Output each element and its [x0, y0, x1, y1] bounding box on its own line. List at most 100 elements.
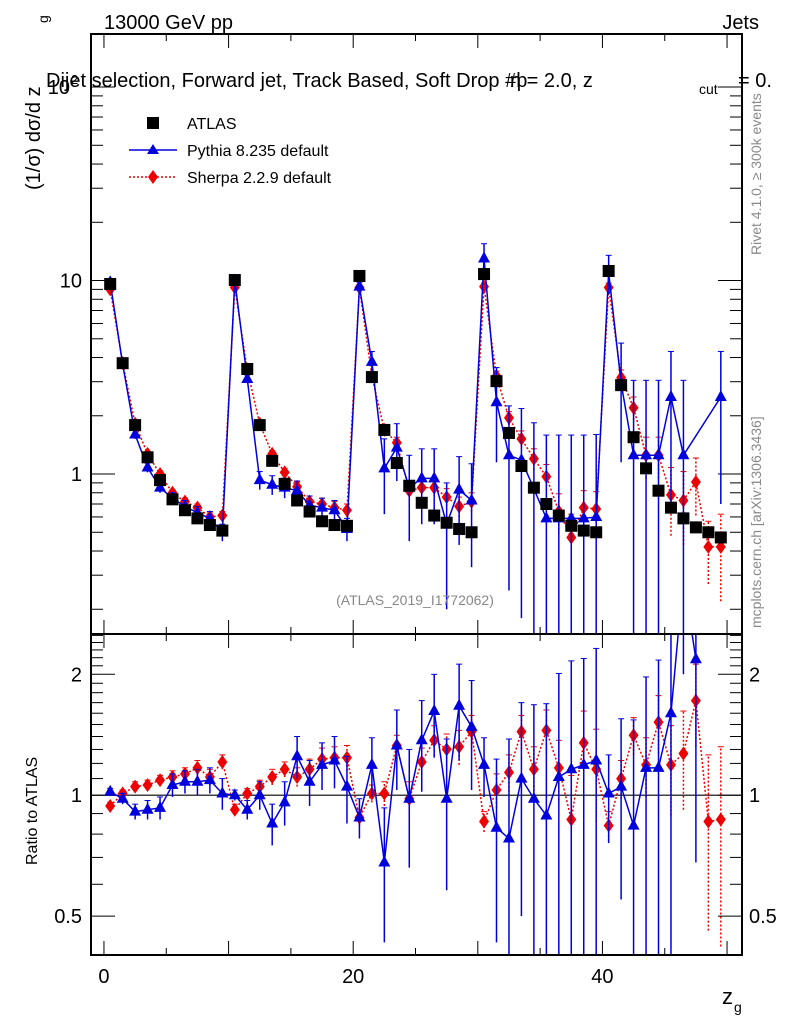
pythia-ratio-point	[278, 795, 291, 807]
pythia-point	[677, 448, 690, 460]
pythia-ratio-point	[415, 733, 428, 745]
atlas-point	[552, 509, 565, 522]
main-ytick-exponent: 2	[71, 72, 78, 87]
atlas-point	[664, 501, 677, 514]
legend: ATLAS Pythia 8.235 default Sherpa 2.2.9 …	[129, 116, 332, 187]
pythia-ratio-point	[627, 818, 640, 830]
pythia-ratio-point	[577, 757, 590, 769]
atlas-point	[316, 515, 329, 528]
xtick-label: 40	[591, 966, 613, 988]
atlas-point	[702, 526, 715, 539]
sherpa-ratio-point	[715, 812, 726, 827]
legend-atlas-marker	[147, 117, 159, 129]
pythia-point	[540, 511, 553, 523]
pythia-ratio-point	[640, 760, 653, 772]
ratio-ylabel: Ratio to ATLAS	[24, 757, 41, 865]
sherpa-point	[279, 465, 290, 480]
pythia-ratio-point	[228, 788, 241, 800]
pythia-ratio-point	[478, 757, 491, 769]
main-plot-area	[104, 243, 727, 633]
pythia-ratio-series	[104, 635, 702, 954]
header-right: Jets	[722, 12, 759, 34]
pythia-ratio-point	[340, 779, 353, 791]
pythia-point	[415, 471, 428, 483]
atlas-point	[478, 268, 491, 281]
pythia-point	[266, 477, 279, 489]
sherpa-ratio-line	[109, 700, 721, 826]
sherpa-ratio-point	[217, 754, 228, 769]
atlas-point	[241, 362, 254, 375]
atlas-point	[129, 419, 142, 432]
pythia-ratio-point	[502, 831, 515, 843]
sherpa-point	[690, 474, 701, 489]
pythia-ratio-point	[216, 786, 229, 798]
pythia-point	[291, 483, 304, 495]
ratio-ytick-label-right: 0.5	[749, 906, 777, 928]
atlas-point	[689, 521, 702, 534]
atlas-point	[502, 426, 515, 439]
atlas-point	[104, 277, 117, 290]
pythia-ratio-point	[116, 791, 129, 803]
atlas-point	[403, 479, 416, 492]
pythia-point	[490, 395, 503, 407]
sherpa-line	[109, 286, 721, 548]
pythia-point	[253, 473, 266, 485]
atlas-point	[278, 477, 291, 490]
pythia-point	[241, 371, 254, 383]
xlabel-sub: g	[734, 999, 742, 1015]
atlas-point	[714, 531, 727, 544]
pythia-ratio-point	[565, 762, 578, 774]
pythia-point	[353, 279, 366, 291]
ratio-ytick-label-right: 1	[749, 785, 760, 807]
pythia-point	[502, 448, 515, 460]
pythia-point	[154, 480, 167, 492]
plot-title: Dijet selection, Forward jet, Track Base…	[46, 70, 772, 97]
pythia-ratio-point	[615, 779, 628, 791]
pythia-ratio-point	[664, 706, 677, 718]
main-ytick-label: 10	[48, 77, 70, 99]
pythia-ratio-point	[241, 802, 254, 814]
sherpa-ratio-point	[379, 786, 390, 801]
sherpa-ratio-point	[242, 786, 253, 801]
pythia-ratio-point	[365, 757, 378, 769]
pythia-point	[478, 251, 491, 263]
atlas-point	[303, 505, 316, 518]
pythia-ratio-point	[154, 800, 167, 812]
atlas-point	[540, 497, 553, 510]
sherpa-ratio-point	[142, 778, 153, 793]
header-left: 13000 GeV pp	[104, 12, 233, 34]
main-ytick-label: 10	[60, 271, 82, 293]
atlas-point	[428, 509, 441, 522]
pythia-ratio-point	[490, 820, 503, 832]
ratio-axes: 0 20 40 0.5 0.5 1 1 2 2	[54, 634, 777, 988]
pythia-ratio-point	[428, 704, 441, 716]
ratio-ytick-label-left: 2	[71, 664, 82, 686]
pythia-point	[652, 448, 665, 460]
ratio-ytick-label-right: 2	[749, 664, 760, 686]
pythia-point	[714, 390, 727, 402]
pythia-point	[390, 440, 403, 452]
legend-sherpa-label: Sherpa 2.2.9 default	[187, 170, 332, 187]
sherpa-ratio-point	[155, 773, 166, 788]
pythia-line	[109, 258, 722, 535]
ylabel-main: (1/σ) dσ/d z	[23, 86, 45, 190]
pythia-ratio-point	[453, 698, 466, 710]
pythia-point	[378, 461, 391, 473]
sherpa-point	[341, 503, 352, 518]
sherpa-ratio-point	[678, 746, 689, 761]
legend-sherpa-marker	[148, 170, 158, 184]
sherpa-ratio-point	[267, 769, 278, 784]
pythia-point	[129, 427, 142, 439]
title-eta: η = 2.0, z	[510, 70, 593, 92]
ratio-ytick-label-left: 1	[71, 785, 82, 807]
atlas-point	[652, 484, 665, 497]
atlas-point	[577, 524, 590, 537]
pythia-ratio-point	[689, 652, 702, 664]
title-sub: cut	[699, 81, 718, 97]
atlas-point	[178, 504, 191, 517]
atlas-point	[465, 526, 478, 539]
legend-pythia-label: Pythia 8.235 default	[187, 143, 329, 160]
atlas-point	[266, 454, 279, 467]
